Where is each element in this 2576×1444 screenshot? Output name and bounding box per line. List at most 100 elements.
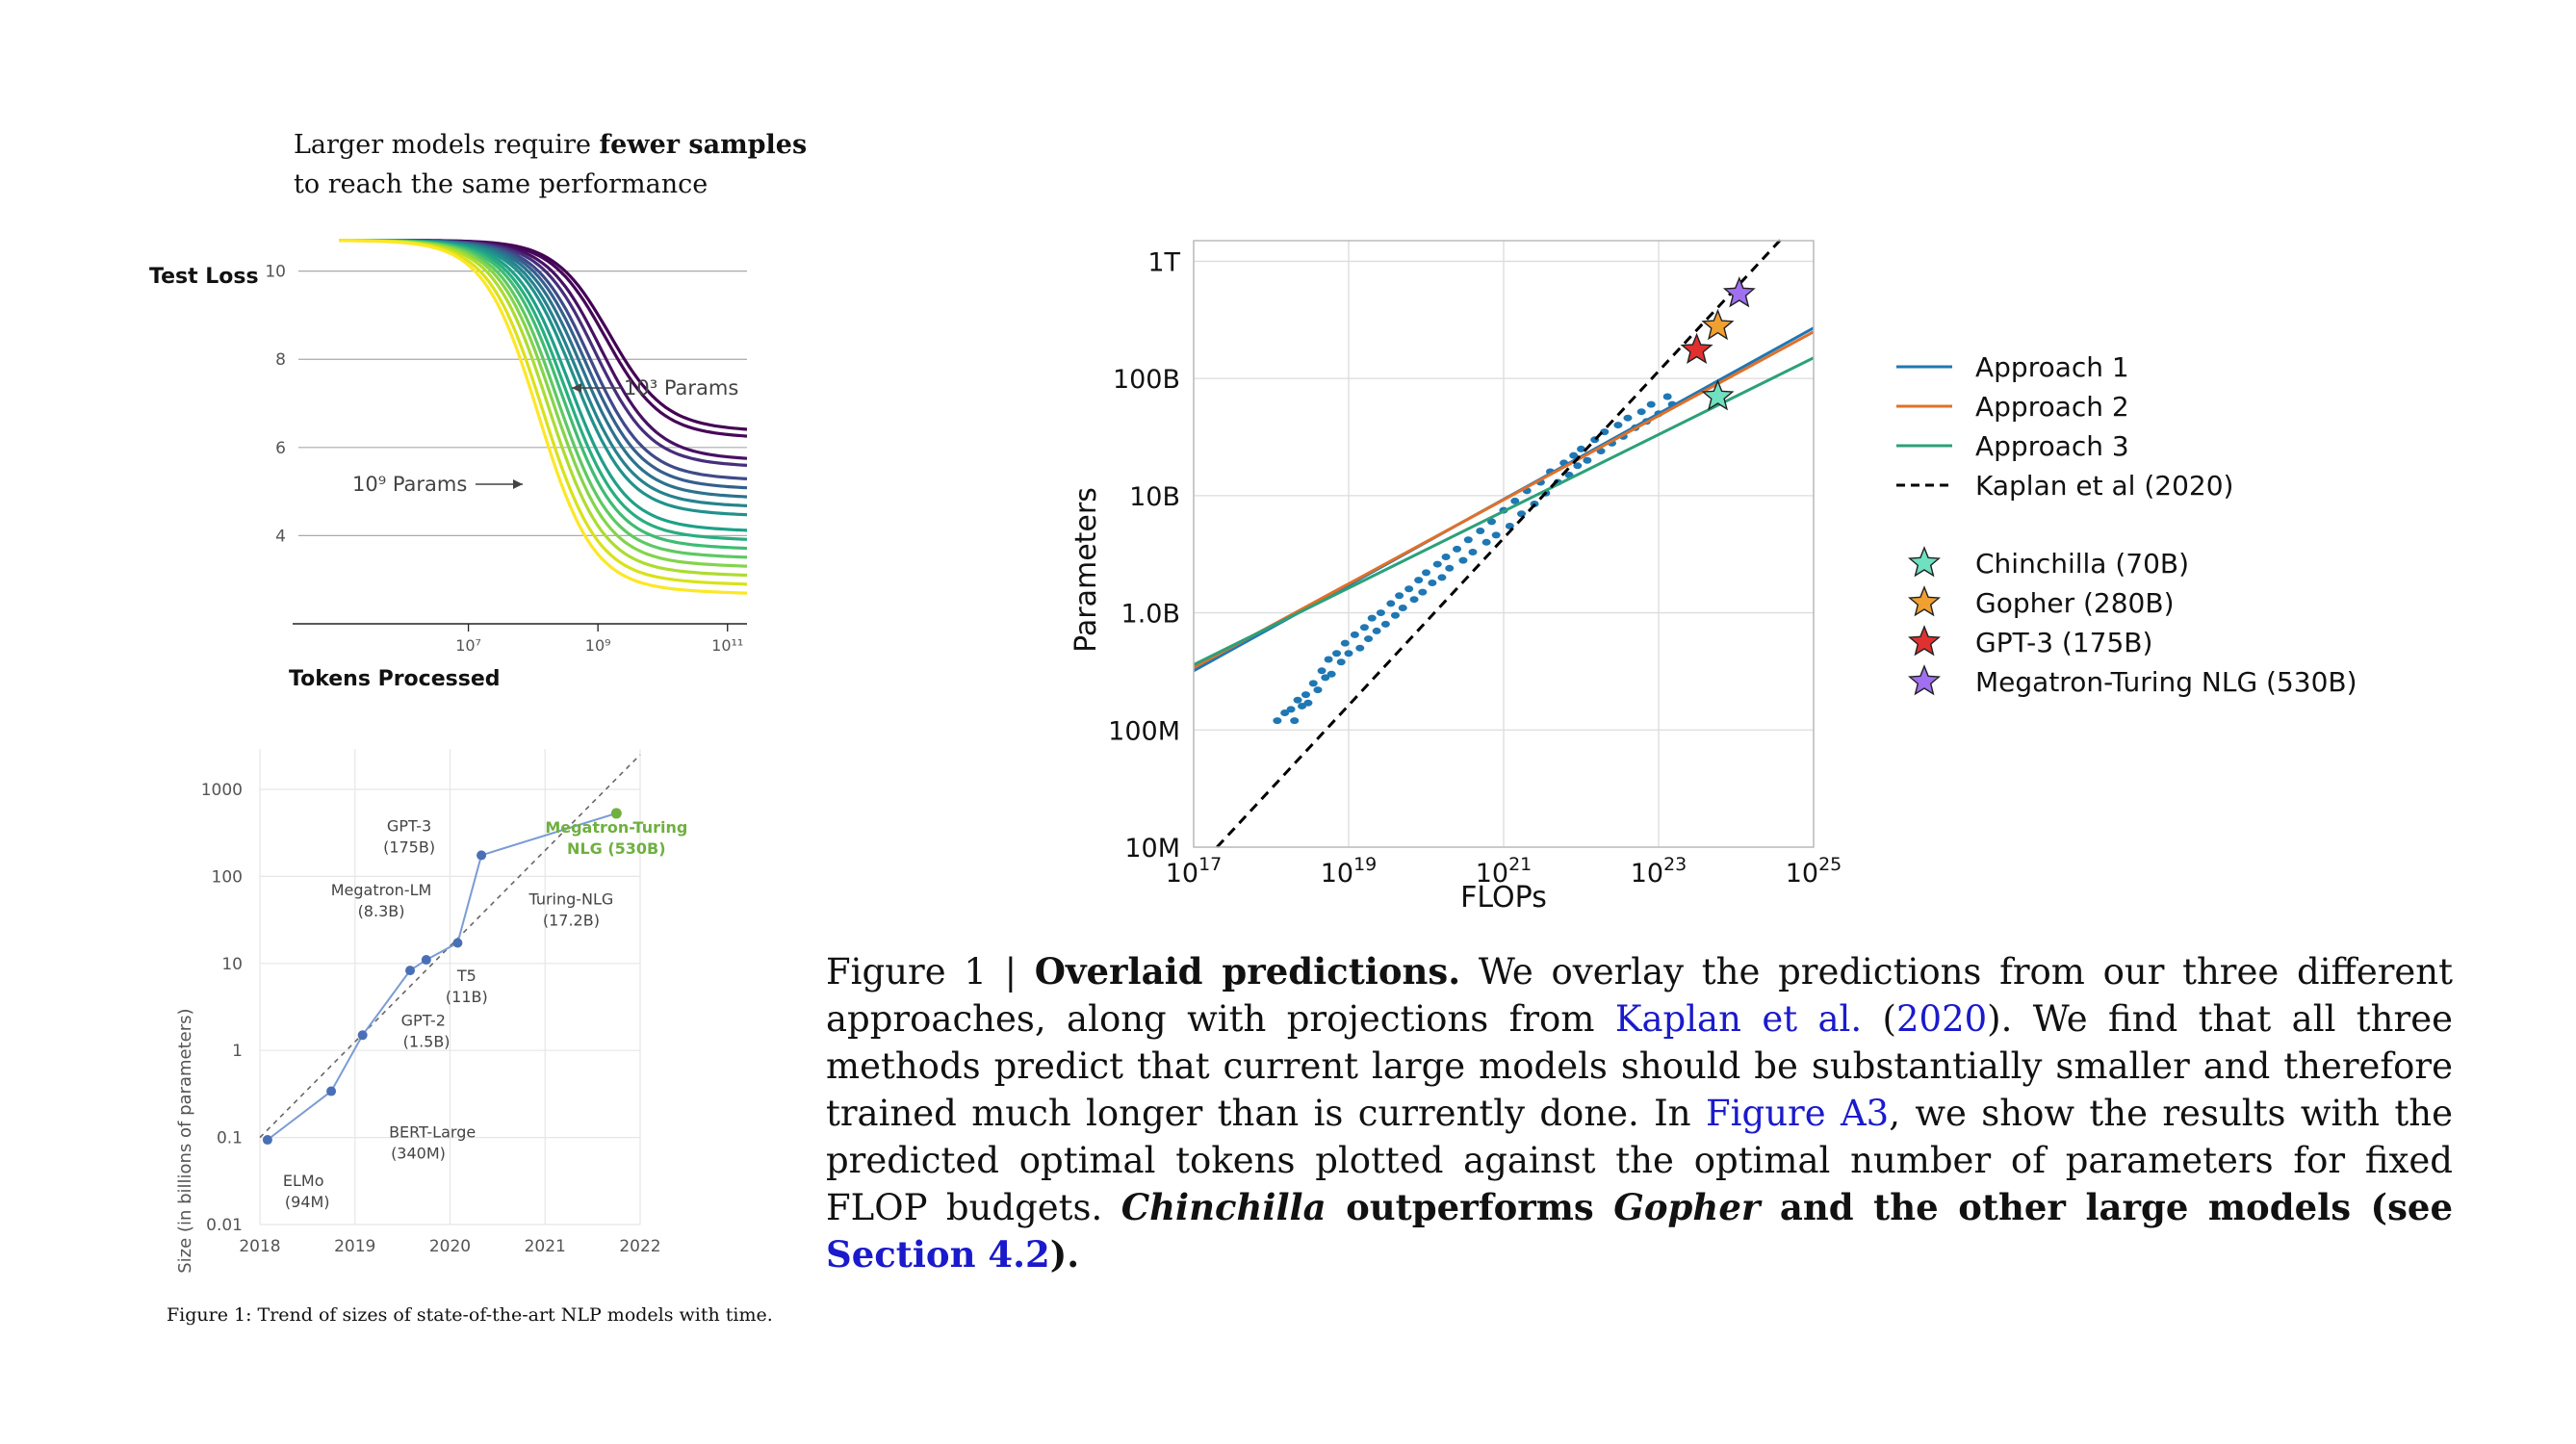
scale-fit-point xyxy=(1380,620,1390,628)
trend-point-size: NLG (530B) xyxy=(567,839,666,858)
scale-fit-point xyxy=(1327,670,1336,678)
trend-chart: Model Size (in billions of parameters) 1… xyxy=(175,749,687,1280)
figure-caption: Figure 1 | Overlaid predictions. We over… xyxy=(826,948,2453,1278)
loss-x-title: Tokens Processed xyxy=(289,667,500,691)
legend-star-label: Chinchilla (70B) xyxy=(1975,548,2189,580)
trend-y-tick-label: 10 xyxy=(221,955,243,974)
trend-point-size: (17.2B) xyxy=(543,912,600,930)
scale-fit-point xyxy=(1646,400,1656,408)
scale-fit-point xyxy=(1437,574,1447,581)
scale-fit-point xyxy=(1273,717,1282,725)
legend-line-label: Approach 1 xyxy=(1975,351,2129,383)
loss-curve xyxy=(338,239,748,595)
scale-fit-point xyxy=(1481,538,1491,546)
loss-y-tick-label: 10 xyxy=(265,263,286,282)
scale-fit-point xyxy=(1398,605,1407,612)
scale-fit-point xyxy=(1569,451,1579,459)
trend-point-label: ELMo xyxy=(283,1172,324,1190)
caption-text-3: ). We find that all three methods predic… xyxy=(826,998,2453,1134)
scale-x-title: FLOPs xyxy=(1460,881,1547,915)
loss-x-tick-label: 10⁷ xyxy=(455,636,481,655)
loss-annot-1e9: 10⁹ Params xyxy=(352,473,467,496)
scale-y-title: Parameters xyxy=(1069,487,1103,653)
scale-kaplan-line xyxy=(1216,236,1785,849)
scale-fit-point xyxy=(1290,717,1300,725)
link-section[interactable]: Section 4.2 xyxy=(826,1233,1050,1276)
trend-x-tick-label: 2021 xyxy=(525,1237,566,1256)
caption-chinchilla: Chinchilla xyxy=(1121,1186,1327,1228)
scale-y-tick-label: 100B xyxy=(1113,365,1180,395)
trend-point xyxy=(326,1086,337,1096)
trend-x-tick-label: 2018 xyxy=(239,1237,280,1256)
trend-point xyxy=(421,955,431,966)
scale-x-tick-label: 1017 xyxy=(1166,854,1223,889)
legend-star-swatch xyxy=(1908,664,1941,696)
scale-approach-line xyxy=(1194,330,1814,669)
scale-fit-point xyxy=(1376,609,1385,617)
scale-fit-point xyxy=(1395,592,1404,600)
scale-star-marker xyxy=(1701,308,1735,341)
scale-fit-point xyxy=(1468,548,1478,555)
trend-point-label: Megatron-LM xyxy=(331,881,432,899)
scale-fit-point xyxy=(1298,702,1307,709)
scale-fit-point xyxy=(1476,527,1485,534)
legend-line-label: Approach 2 xyxy=(1975,391,2129,423)
trend-y-tick-label: 1000 xyxy=(201,781,243,800)
scaling-chart: Parameters FLOPs 1T100B10B1.0B100M10M101… xyxy=(1069,236,2357,915)
scale-fit-point xyxy=(1428,580,1437,587)
scale-y-tick-label: 1T xyxy=(1147,247,1180,277)
trend-y-tick-label: 0.1 xyxy=(217,1129,243,1148)
scale-fit-point xyxy=(1517,510,1527,518)
trend-point xyxy=(477,850,487,861)
loss-heading-bold: fewer samples xyxy=(599,130,808,160)
legend-star-label: Megatron-Turing NLG (530B) xyxy=(1975,666,2357,698)
scale-fit-point xyxy=(1321,674,1330,682)
loss-x-tick-label: 10⁹ xyxy=(585,636,611,655)
scale-fit-point xyxy=(1372,627,1381,634)
scale-fit-point xyxy=(1350,631,1359,638)
scale-fit-point xyxy=(1367,614,1377,622)
trend-point-label: T5 xyxy=(456,967,477,985)
caption-outperforms: outperforms xyxy=(1326,1186,1614,1228)
scale-fit-point xyxy=(1445,564,1455,572)
loss-x-tick-label: 10¹¹ xyxy=(711,636,743,655)
scale-x-tick-label: 1023 xyxy=(1631,854,1687,889)
scale-y-tick-label: 10M xyxy=(1124,834,1180,864)
trend-y-title: Model Size (in billions of parameters) xyxy=(175,1008,195,1280)
trend-point-label: GPT-2 xyxy=(401,1011,446,1029)
caption-rest: and the other large models (see xyxy=(1760,1186,2453,1228)
loss-y-title: Test Loss xyxy=(149,265,259,289)
scale-star-marker xyxy=(1722,276,1756,308)
scale-fit-point xyxy=(1623,414,1633,422)
link-figure-a3[interactable]: Figure A3 xyxy=(1706,1093,1890,1134)
scale-fit-point xyxy=(1458,556,1468,564)
link-kaplan[interactable]: Kaplan et al. xyxy=(1614,998,1863,1040)
trend-point-label: Megatron-Turing xyxy=(545,818,687,837)
scale-fit-point xyxy=(1573,462,1583,470)
scale-fit-point xyxy=(1453,545,1462,553)
scale-fit-point xyxy=(1308,680,1318,687)
scale-fit-point xyxy=(1636,408,1646,416)
scale-fit-point xyxy=(1577,445,1585,452)
caption-text-2: ( xyxy=(1862,998,1896,1040)
caption-gopher: Gopher xyxy=(1613,1186,1761,1228)
scale-y-tick-label: 100M xyxy=(1108,716,1180,746)
scale-fit-point xyxy=(1313,686,1323,694)
scale-approach-line xyxy=(1194,356,1814,666)
loss-heading-plain: Larger models require xyxy=(294,130,600,160)
scale-fit-point xyxy=(1463,536,1473,544)
legend-star-label: Gopher (280B) xyxy=(1975,587,2175,619)
caption-end: ). xyxy=(1049,1233,1080,1276)
trend-x-tick-label: 2019 xyxy=(334,1237,375,1256)
trend-caption: Figure 1: Trend of sizes of state-of-the… xyxy=(167,1304,773,1326)
scale-fit-point xyxy=(1418,588,1428,596)
scale-star-marker xyxy=(1701,379,1735,411)
scale-x-tick-label: 1019 xyxy=(1321,854,1378,889)
trend-point-label: GPT-3 xyxy=(387,816,431,835)
scale-fit-point xyxy=(1344,650,1353,658)
trend-point-label: BERT-Large xyxy=(389,1123,476,1142)
scale-fit-point xyxy=(1324,656,1333,663)
trend-point xyxy=(262,1135,272,1146)
link-year[interactable]: 2020 xyxy=(1895,998,1988,1040)
scale-fit-point xyxy=(1491,531,1501,539)
